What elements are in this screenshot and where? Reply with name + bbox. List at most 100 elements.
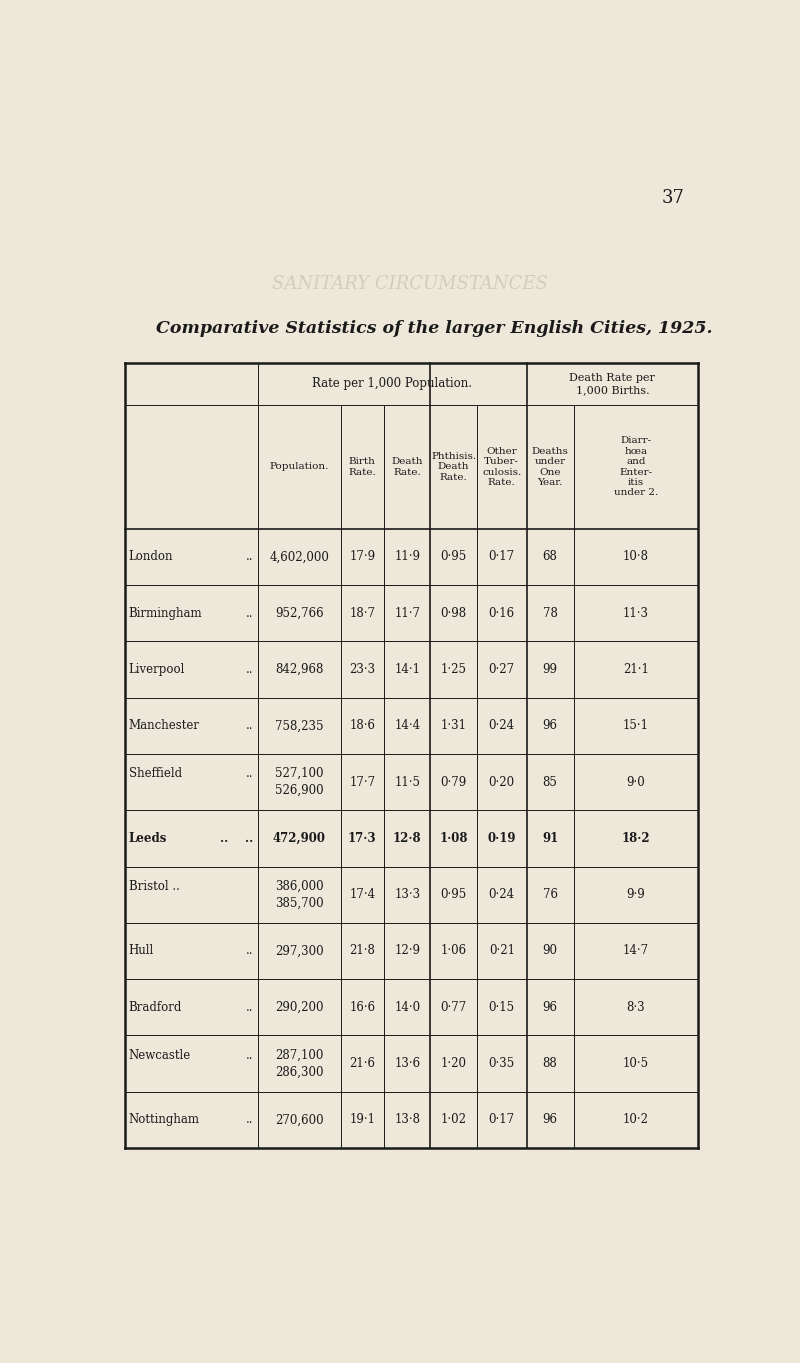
Text: SANITARY CIRCUMSTANCES: SANITARY CIRCUMSTANCES [272, 275, 548, 293]
Text: 0·98: 0·98 [441, 607, 466, 620]
Text: 10·2: 10·2 [623, 1114, 649, 1126]
Text: 99: 99 [542, 662, 558, 676]
Text: 96: 96 [542, 1000, 558, 1014]
Text: Manchester: Manchester [129, 720, 199, 732]
Text: Death Rate per
1,000 Births.: Death Rate per 1,000 Births. [570, 372, 655, 395]
Text: 18·7: 18·7 [350, 607, 375, 620]
Text: 0·17: 0·17 [489, 551, 515, 563]
Text: 842,968: 842,968 [275, 662, 323, 676]
Text: Bristol ..: Bristol .. [129, 879, 179, 893]
Text: ..: .. [245, 831, 253, 845]
Text: 1·25: 1·25 [441, 662, 466, 676]
Text: 472,900: 472,900 [273, 831, 326, 845]
Text: 76: 76 [542, 889, 558, 901]
Text: 527,100: 527,100 [275, 767, 323, 780]
Text: 290,200: 290,200 [275, 1000, 323, 1014]
Text: Other
Tuber-
culosis.
Rate.: Other Tuber- culosis. Rate. [482, 447, 522, 487]
Text: 14·1: 14·1 [394, 662, 420, 676]
Text: 0·27: 0·27 [489, 662, 515, 676]
Text: ..: .. [246, 1048, 253, 1062]
Text: 21·8: 21·8 [350, 945, 375, 957]
Text: 21·6: 21·6 [350, 1058, 375, 1070]
Text: 13·6: 13·6 [394, 1058, 420, 1070]
Text: 18·2: 18·2 [622, 831, 650, 845]
Text: Death
Rate.: Death Rate. [391, 457, 423, 477]
Text: 68: 68 [542, 551, 558, 563]
Text: 1·08: 1·08 [439, 831, 468, 845]
Text: 17·7: 17·7 [349, 776, 375, 789]
Text: 0·79: 0·79 [441, 776, 467, 789]
Text: 8·3: 8·3 [626, 1000, 646, 1014]
Text: 91: 91 [542, 831, 558, 845]
Text: 0·77: 0·77 [441, 1000, 467, 1014]
Text: 19·1: 19·1 [350, 1114, 375, 1126]
Text: 78: 78 [542, 607, 558, 620]
Text: Sheffield: Sheffield [129, 767, 182, 780]
Text: 1·06: 1·06 [441, 945, 466, 957]
Text: 1·02: 1·02 [441, 1114, 466, 1126]
Text: 0·95: 0·95 [441, 551, 467, 563]
Text: 385,700: 385,700 [275, 897, 324, 909]
Text: 0·17: 0·17 [489, 1114, 515, 1126]
Text: 386,000: 386,000 [275, 879, 324, 893]
Text: ..: .. [220, 831, 228, 845]
Text: Phthisis.
Death
Rate.: Phthisis. Death Rate. [431, 453, 476, 481]
Text: 526,900: 526,900 [275, 784, 324, 797]
Text: 297,300: 297,300 [275, 945, 324, 957]
Text: 18·6: 18·6 [350, 720, 375, 732]
Text: Newcastle: Newcastle [129, 1048, 190, 1062]
Text: 88: 88 [542, 1058, 558, 1070]
Text: London: London [129, 551, 173, 563]
Text: 9·9: 9·9 [626, 889, 646, 901]
Text: 17·4: 17·4 [349, 889, 375, 901]
Text: ..: .. [246, 1000, 253, 1014]
Text: 16·6: 16·6 [349, 1000, 375, 1014]
Text: 287,100: 287,100 [275, 1048, 323, 1062]
Text: 0·24: 0·24 [489, 889, 515, 901]
Text: 0·15: 0·15 [489, 1000, 515, 1014]
Text: Leeds: Leeds [129, 831, 167, 845]
Text: 15·1: 15·1 [623, 720, 649, 732]
Text: 0·35: 0·35 [489, 1058, 515, 1070]
Text: 90: 90 [542, 945, 558, 957]
Text: 14·4: 14·4 [394, 720, 420, 732]
Text: Birmingham: Birmingham [129, 607, 202, 620]
Text: Rate per 1,000 Population.: Rate per 1,000 Population. [312, 378, 472, 390]
Text: 13·3: 13·3 [394, 889, 420, 901]
Text: 270,600: 270,600 [275, 1114, 324, 1126]
Text: 0·21: 0·21 [489, 945, 514, 957]
Text: 14·7: 14·7 [623, 945, 649, 957]
Text: 758,235: 758,235 [275, 720, 323, 732]
Text: 17·9: 17·9 [349, 551, 375, 563]
Text: 0·19: 0·19 [487, 831, 516, 845]
Text: 85: 85 [542, 776, 558, 789]
Text: 12·9: 12·9 [394, 945, 420, 957]
Text: Birth
Rate.: Birth Rate. [348, 457, 376, 477]
Text: ..: .. [246, 767, 253, 780]
Text: 96: 96 [542, 1114, 558, 1126]
Text: 0·24: 0·24 [489, 720, 515, 732]
Text: 37: 37 [662, 188, 685, 207]
Text: Deaths
under
One
Year.: Deaths under One Year. [532, 447, 569, 487]
Text: 96: 96 [542, 720, 558, 732]
Text: ..: .. [246, 662, 253, 676]
Text: ..: .. [246, 551, 253, 563]
Text: Bradford: Bradford [129, 1000, 182, 1014]
Text: 1·31: 1·31 [441, 720, 466, 732]
Text: 9·0: 9·0 [626, 776, 646, 789]
Text: 13·8: 13·8 [394, 1114, 420, 1126]
Text: Nottingham: Nottingham [129, 1114, 199, 1126]
Text: 4,602,000: 4,602,000 [270, 551, 330, 563]
Text: 11·3: 11·3 [623, 607, 649, 620]
Text: ..: .. [246, 607, 253, 620]
Text: 10·5: 10·5 [623, 1058, 649, 1070]
Text: Population.: Population. [270, 462, 329, 472]
Text: Diarr-
hœa
and
Enter-
itis
under 2.: Diarr- hœa and Enter- itis under 2. [614, 436, 658, 497]
Text: Liverpool: Liverpool [129, 662, 185, 676]
Text: Comparative Statistics of the larger English Cities, 1925.: Comparative Statistics of the larger Eng… [156, 320, 712, 337]
Text: 0·20: 0·20 [489, 776, 515, 789]
Text: 10·8: 10·8 [623, 551, 649, 563]
Text: 11·7: 11·7 [394, 607, 420, 620]
Text: 952,766: 952,766 [275, 607, 324, 620]
Text: 1·20: 1·20 [441, 1058, 466, 1070]
